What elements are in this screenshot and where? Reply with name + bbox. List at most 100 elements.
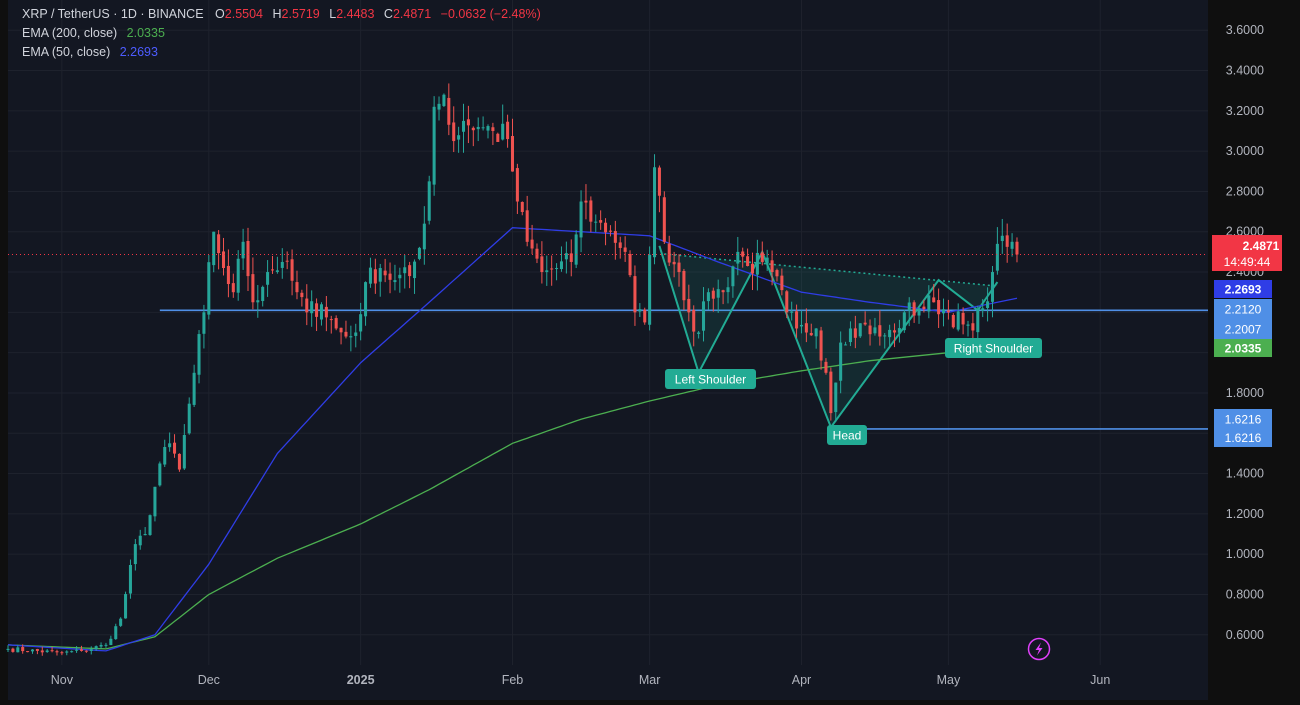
candle [217, 230, 221, 270]
time-axis[interactable]: Nov Dec 2025 Feb Mar Apr May Jun [51, 673, 1111, 687]
candle-body [775, 270, 779, 277]
high-label: H [272, 7, 281, 21]
candle-body [814, 328, 818, 337]
candle [981, 299, 985, 318]
candle [946, 299, 950, 320]
candle [486, 124, 490, 139]
x-tick-label: Apr [792, 673, 811, 687]
candle-body [84, 650, 88, 652]
candle-body [75, 649, 79, 651]
candle-body [976, 310, 980, 333]
candle-body [89, 649, 93, 651]
candle [711, 287, 715, 312]
candle [158, 461, 162, 487]
candle-body [618, 242, 622, 248]
candle [741, 247, 745, 268]
candle [844, 341, 848, 346]
candle-body [574, 234, 578, 265]
neckline-value-2: 2.2007 [1225, 323, 1262, 337]
candle [682, 268, 686, 311]
candle [824, 358, 828, 375]
candle-body [569, 253, 573, 262]
candle [995, 227, 999, 275]
candle-body [486, 126, 490, 131]
candle [104, 642, 108, 648]
candle-body [604, 222, 608, 233]
candle [932, 284, 936, 303]
candle-body [937, 300, 941, 315]
candle [638, 303, 642, 317]
annotation-left-shoulder: Left Shoulder [665, 369, 756, 389]
neckline-value-1: 2.2120 [1225, 303, 1262, 317]
candle [662, 191, 666, 245]
candle-body [839, 342, 843, 381]
candle-body [45, 650, 49, 653]
candle [173, 434, 177, 458]
candle-body [584, 200, 588, 203]
low-value-1: 1.6216 [1225, 413, 1262, 427]
candle [437, 96, 441, 121]
candle-body [35, 649, 39, 651]
candle [266, 260, 270, 297]
candle-body [471, 127, 475, 131]
candle-body [726, 287, 730, 293]
ema50-line[interactable] [7, 227, 1018, 652]
candle [378, 263, 382, 297]
replay-icon[interactable] [1027, 637, 1051, 661]
candle [569, 239, 573, 277]
candle-body [853, 328, 857, 338]
open-value: 2.5504 [225, 7, 263, 21]
replay-icon-ring [1027, 637, 1051, 661]
candle-body [133, 544, 137, 565]
candle-body [143, 534, 147, 536]
candle-body [917, 308, 921, 316]
candle [256, 284, 260, 318]
candle [447, 83, 451, 136]
candle-body [241, 241, 245, 259]
candle-body [799, 324, 803, 327]
candle-body [701, 301, 706, 331]
candle-body [40, 650, 44, 653]
candle [917, 308, 921, 324]
annotation-right-shoulder: Right Shoulder [945, 338, 1042, 358]
candle-body [520, 201, 524, 212]
low-badge [1214, 409, 1272, 447]
y-tick-label: 0.8000 [1226, 587, 1264, 601]
ema200-axis-value: 2.0335 [1225, 342, 1262, 356]
candle-body [496, 133, 500, 142]
candle [858, 323, 862, 339]
left-shoulder-label: Left Shoulder [675, 373, 746, 387]
candle [192, 364, 196, 408]
candle-body [359, 314, 363, 332]
candle-body [506, 121, 510, 140]
candle [613, 220, 617, 260]
ema200-legend[interactable]: EMA (200, close) 2.0335 [22, 26, 165, 40]
candle-body [251, 274, 255, 303]
candle [177, 453, 181, 472]
candle-body [878, 325, 882, 337]
ema200-line[interactable] [7, 344, 1018, 650]
candle [868, 319, 872, 346]
candle [677, 254, 681, 287]
candle [35, 648, 39, 655]
ema50-legend[interactable]: EMA (50, close) 2.2693 [22, 45, 158, 59]
candle-body [310, 301, 314, 314]
candle-body [883, 335, 887, 337]
y-tick-label: 1.0000 [1226, 547, 1264, 561]
candle-body [364, 282, 368, 317]
candle [315, 298, 319, 332]
candle-body [809, 332, 813, 336]
candle [863, 311, 867, 326]
candle [746, 248, 750, 267]
candle-body [1005, 235, 1009, 247]
candle [809, 323, 813, 337]
candle [349, 325, 353, 352]
pattern-neckline[interactable] [664, 253, 998, 287]
candle [770, 250, 774, 286]
candle-body [667, 243, 671, 263]
ema200-legend-label: EMA (200, close) [22, 26, 117, 40]
candle-body [819, 330, 823, 361]
candle [990, 265, 995, 318]
candle [555, 263, 559, 281]
